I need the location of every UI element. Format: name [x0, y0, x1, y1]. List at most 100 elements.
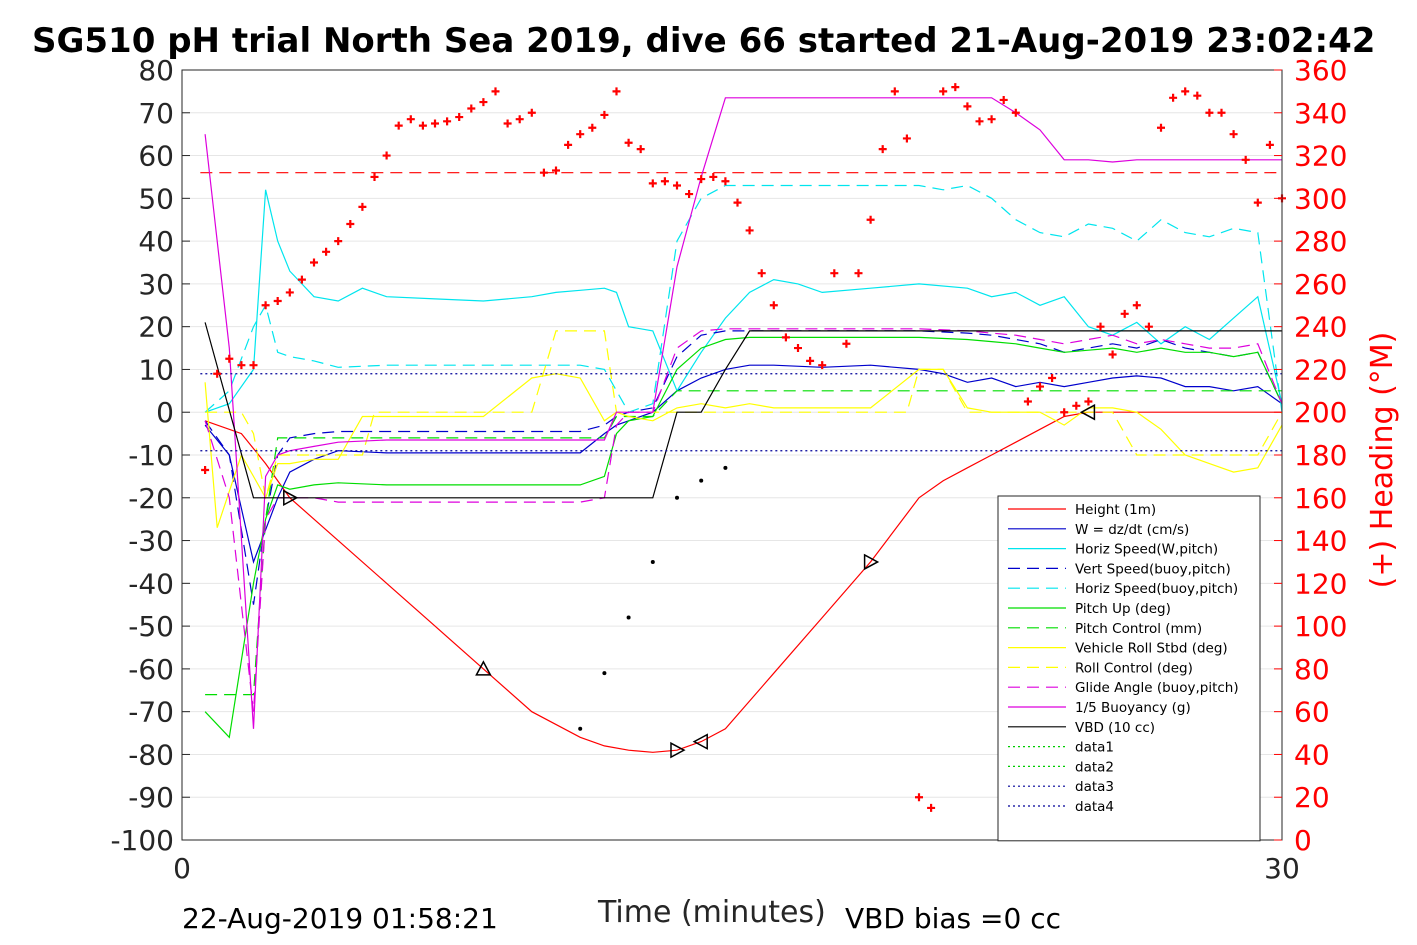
y-tick-label: 60	[138, 140, 174, 173]
y-tick-label: -50	[128, 610, 174, 643]
heading-point	[503, 119, 512, 128]
heading-point	[1072, 401, 1081, 410]
heading-point	[1132, 301, 1141, 310]
y-right-tick-label: 220	[1294, 353, 1347, 386]
heading-point	[382, 151, 391, 160]
heading-point	[757, 269, 766, 278]
heading-point	[201, 465, 210, 474]
heading-point	[673, 181, 681, 190]
glider-marker	[863, 553, 880, 571]
y-tick-label: 80	[138, 54, 174, 87]
heading-point	[1229, 130, 1238, 139]
heading-point	[636, 145, 645, 154]
heading-point	[878, 145, 887, 154]
glider-markers	[283, 403, 1096, 759]
heading-point	[1169, 93, 1178, 102]
legend-label: data4	[1075, 799, 1114, 815]
x-axis-label: Time (minutes)	[597, 895, 826, 930]
heading-point	[648, 179, 657, 188]
y-tick-label: 70	[138, 97, 174, 130]
y-tick-label: 20	[138, 311, 174, 344]
y-right-tick-label: 40	[1294, 738, 1330, 771]
y-right-tick-label: 300	[1294, 182, 1347, 215]
heading-point	[1181, 87, 1190, 96]
heading-point	[975, 117, 984, 126]
heading-point	[745, 226, 754, 235]
legend-label: Horiz Speed(buoy,pitch)	[1075, 581, 1238, 597]
footer-vbd-bias: VBD bias =0 cc	[845, 902, 1061, 935]
chart-title: SG510 pH trial North Sea 2019, dive 66 s…	[32, 21, 1375, 61]
heading-point	[310, 258, 318, 267]
series-layer	[200, 97, 1283, 753]
heading-point	[1084, 397, 1093, 406]
heading-point	[431, 119, 439, 128]
y-tick-label: 10	[138, 353, 174, 386]
legend-label: Horiz Speed(W,pitch)	[1075, 542, 1218, 558]
legend-label: data1	[1075, 740, 1114, 756]
heading-point	[455, 113, 464, 122]
heading-point	[467, 104, 476, 113]
heading-points	[201, 83, 1286, 812]
heading-point	[1193, 91, 1202, 100]
heading-point	[370, 172, 379, 181]
y-right-tick-label: 240	[1294, 311, 1347, 344]
bottom-dot	[675, 495, 679, 500]
heading-point	[527, 108, 536, 117]
y-axis-right-label: (+) Heading (°M)	[1365, 332, 1400, 589]
heading-point	[297, 275, 306, 284]
y-tick-label: -70	[128, 696, 174, 729]
y-right-tick-label: 60	[1294, 696, 1330, 729]
y-tick-label: 30	[138, 268, 174, 301]
y-right-tick-label: 140	[1294, 525, 1347, 558]
heading-point	[394, 121, 403, 130]
y-right-tick-label: 360	[1294, 54, 1347, 87]
series-line-roll-control-deg-	[205, 330, 1283, 498]
series-line-1-5-buoyancy-g-	[204, 97, 1282, 729]
glider-marker	[1079, 403, 1096, 421]
x-axis: 0 30	[173, 832, 1300, 885]
heading-point	[479, 98, 488, 107]
y-tick-label: -80	[128, 738, 174, 771]
glider-marker	[670, 741, 686, 759]
y-tick-label: 40	[138, 225, 174, 258]
heading-point	[249, 361, 258, 370]
series-line-vbd-10-cc-	[204, 322, 1282, 499]
heading-point	[443, 117, 452, 126]
heading-point	[576, 130, 585, 139]
heading-point	[1217, 108, 1226, 117]
heading-point	[1120, 309, 1129, 318]
heading-point	[564, 140, 573, 149]
y-right-tick-label: 200	[1294, 396, 1347, 429]
heading-point	[1265, 140, 1274, 149]
legend-box	[997, 495, 1261, 842]
heading-point	[334, 237, 343, 246]
heading-point	[552, 166, 560, 175]
heading-point	[213, 369, 222, 378]
legend-label: Roll Control (deg)	[1075, 660, 1193, 676]
heading-point	[915, 793, 923, 802]
series-line-height-1m-	[204, 411, 1282, 753]
y-right-tick-label: 160	[1294, 482, 1347, 515]
heading-point	[600, 110, 609, 119]
heading-point	[830, 269, 839, 278]
heading-point	[842, 339, 851, 348]
heading-point	[733, 198, 742, 207]
y-right-tick-label: 20	[1294, 781, 1330, 814]
series-line-w-dz-dt-cm-s-	[204, 364, 1283, 564]
heading-point	[491, 87, 500, 96]
legend-label: Glide Angle (buoy,pitch)	[1075, 680, 1239, 696]
y-tick-label: -10	[128, 439, 174, 472]
legend-label: Vehicle Roll Stbd (deg)	[1075, 641, 1228, 657]
legend-label: 1/5 Buoyancy (g)	[1075, 700, 1191, 716]
heading-point	[709, 172, 718, 181]
heading-point	[1253, 198, 1262, 207]
heading-point	[418, 121, 427, 130]
heading-point	[1096, 322, 1105, 331]
bottom-dot	[650, 559, 655, 564]
legend-label: VBD (10 cc)	[1075, 720, 1155, 736]
series-line-horiz-speed-buoy-pitch-	[204, 184, 1283, 413]
heading-point	[1144, 322, 1153, 331]
heading-point	[685, 190, 694, 199]
heading-point	[539, 168, 548, 177]
